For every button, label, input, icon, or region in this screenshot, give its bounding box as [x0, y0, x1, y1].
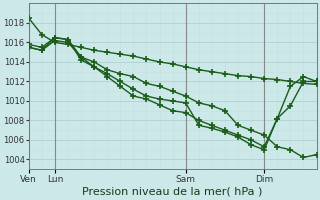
- X-axis label: Pression niveau de la mer( hPa ): Pression niveau de la mer( hPa ): [83, 187, 263, 197]
